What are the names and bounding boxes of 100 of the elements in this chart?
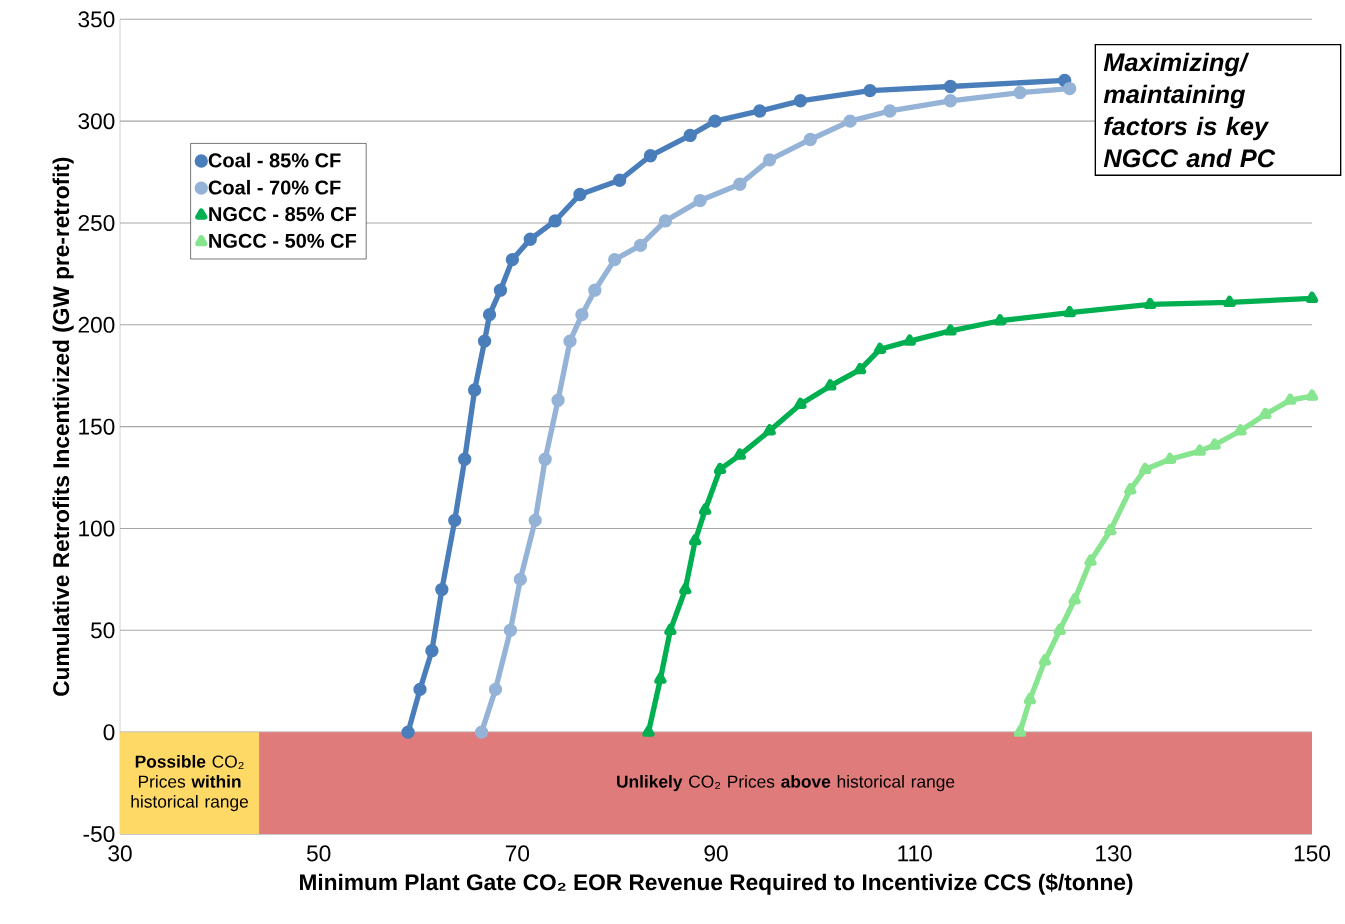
point	[1053, 623, 1066, 635]
point	[803, 132, 818, 147]
point	[413, 682, 427, 697]
point	[658, 214, 673, 228]
x-tick-label: 50	[306, 845, 331, 862]
point	[793, 94, 808, 108]
point	[943, 79, 958, 94]
point	[633, 238, 648, 253]
point	[1234, 424, 1247, 436]
point	[698, 503, 712, 515]
point	[548, 214, 562, 228]
point	[538, 452, 552, 466]
point	[493, 283, 508, 297]
point	[1143, 297, 1157, 310]
point	[482, 307, 497, 322]
point	[733, 448, 746, 460]
point	[513, 572, 527, 587]
point	[843, 114, 857, 128]
point	[1139, 462, 1152, 475]
point	[763, 424, 776, 436]
point	[563, 334, 577, 348]
point	[903, 334, 916, 346]
point	[642, 725, 655, 737]
point	[762, 153, 777, 167]
point	[943, 94, 958, 108]
point	[1163, 452, 1177, 464]
legend-label: Coal - 85% CF	[208, 152, 341, 168]
point	[575, 307, 589, 322]
point	[1284, 393, 1297, 405]
y-axis-title: Cumulative Retrofits Incentivized (GW pre-retrofit)	[52, 157, 74, 696]
point	[733, 177, 747, 191]
point	[474, 725, 489, 739]
point	[643, 149, 658, 163]
point	[863, 83, 877, 98]
point	[1208, 438, 1221, 450]
x-tick-label: 30	[108, 845, 132, 862]
point	[1305, 389, 1319, 401]
legend-label: NGCC - 50% CF	[209, 233, 357, 248]
point	[488, 682, 503, 697]
point	[664, 623, 677, 635]
point	[425, 644, 439, 658]
annotation: Maximizing/ maintaining factors is key NGCC and PC	[1103, 52, 1276, 168]
point	[467, 383, 482, 397]
point	[588, 283, 602, 297]
x-tick-label: 70	[505, 845, 530, 862]
y-tick-label: 150	[79, 418, 115, 435]
y-tick-label: 50	[90, 622, 115, 639]
x-tick-label: 130	[1096, 845, 1132, 862]
point	[1259, 407, 1272, 420]
point	[1068, 593, 1081, 605]
point	[448, 513, 462, 528]
point	[523, 232, 537, 246]
point	[794, 397, 807, 409]
point	[1013, 85, 1027, 100]
y-tick-label: -50	[83, 825, 115, 843]
point	[1124, 483, 1137, 495]
point	[654, 672, 667, 684]
text: Possible CO₂ Prices within historical range	[131, 754, 248, 812]
point	[1013, 725, 1027, 737]
point	[683, 128, 697, 143]
point	[1104, 523, 1117, 536]
y-tick-label: 300	[78, 113, 115, 130]
point	[528, 513, 542, 528]
point	[505, 252, 520, 267]
point	[435, 582, 449, 597]
point	[573, 187, 587, 202]
y-tick-label: 100	[79, 520, 115, 537]
point	[944, 324, 957, 336]
point	[708, 114, 722, 128]
point	[1038, 654, 1051, 666]
point	[1305, 291, 1319, 304]
point	[689, 534, 702, 546]
point	[458, 452, 472, 466]
y-tick-label: 250	[78, 214, 115, 232]
point	[824, 379, 837, 391]
point	[713, 462, 727, 475]
point	[551, 393, 565, 407]
y-tick-label: 350	[78, 11, 115, 28]
point	[1023, 692, 1037, 705]
point	[1063, 305, 1076, 318]
point	[753, 104, 767, 118]
point	[873, 342, 887, 354]
point	[612, 173, 627, 187]
legend-label: Coal - 70% CF	[208, 179, 341, 195]
x-axis-title: Minimum Plant Gate CO₂ EOR Revenue Required to Incentivize CCS ($/tonne)	[300, 873, 1133, 895]
band-label: Unlikely CO₂ Prices above historical range	[617, 774, 955, 792]
point	[1058, 73, 1072, 88]
point	[401, 725, 415, 739]
y-tick-label: 200	[78, 316, 115, 333]
point	[477, 334, 492, 348]
point	[993, 314, 1007, 326]
point	[1084, 554, 1097, 566]
x-tick-label: 110	[898, 845, 932, 862]
point	[608, 252, 622, 267]
point	[693, 193, 707, 208]
point	[679, 582, 692, 595]
point	[1062, 81, 1077, 96]
point	[503, 623, 518, 637]
point	[1193, 444, 1206, 456]
point	[1223, 295, 1236, 308]
